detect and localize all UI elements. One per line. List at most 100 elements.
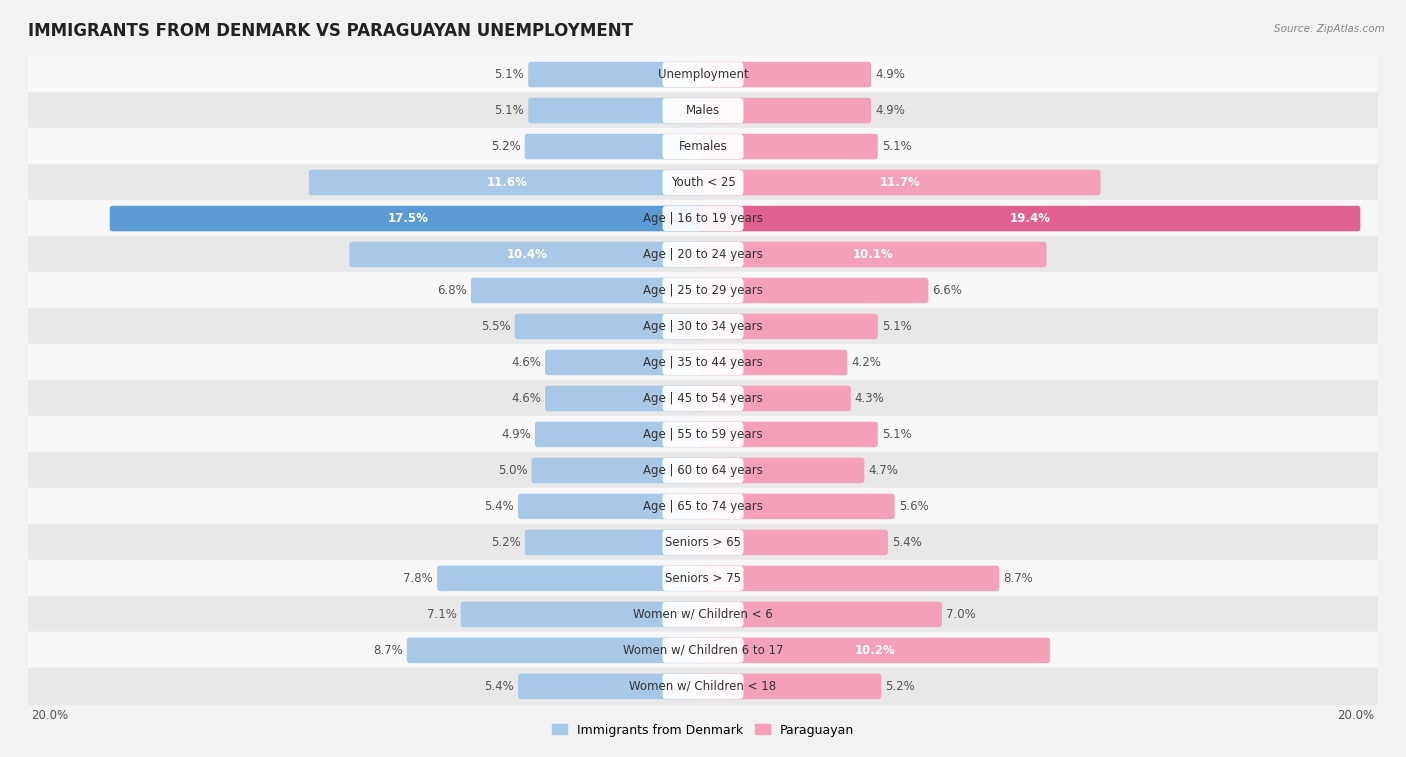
FancyBboxPatch shape	[529, 62, 706, 87]
Text: 5.6%: 5.6%	[898, 500, 928, 513]
FancyBboxPatch shape	[28, 524, 1378, 561]
FancyBboxPatch shape	[28, 596, 1378, 633]
FancyBboxPatch shape	[662, 206, 744, 231]
FancyBboxPatch shape	[534, 422, 706, 447]
FancyBboxPatch shape	[662, 278, 744, 303]
Text: 11.6%: 11.6%	[486, 176, 527, 189]
FancyBboxPatch shape	[546, 386, 706, 411]
FancyBboxPatch shape	[662, 458, 744, 483]
FancyBboxPatch shape	[662, 566, 744, 591]
Text: Age | 16 to 19 years: Age | 16 to 19 years	[643, 212, 763, 225]
FancyBboxPatch shape	[662, 530, 744, 555]
FancyBboxPatch shape	[700, 98, 872, 123]
Text: Age | 65 to 74 years: Age | 65 to 74 years	[643, 500, 763, 513]
Text: 4.3%: 4.3%	[855, 392, 884, 405]
FancyBboxPatch shape	[700, 206, 1361, 232]
Text: 5.0%: 5.0%	[498, 464, 527, 477]
FancyBboxPatch shape	[28, 668, 1378, 705]
FancyBboxPatch shape	[28, 164, 1378, 201]
Text: Women w/ Children < 6: Women w/ Children < 6	[633, 608, 773, 621]
Text: Age | 35 to 44 years: Age | 35 to 44 years	[643, 356, 763, 369]
FancyBboxPatch shape	[524, 530, 706, 555]
FancyBboxPatch shape	[700, 637, 1050, 663]
Text: 4.9%: 4.9%	[501, 428, 531, 441]
FancyBboxPatch shape	[531, 458, 706, 483]
FancyBboxPatch shape	[517, 674, 706, 699]
Text: Seniors > 75: Seniors > 75	[665, 572, 741, 585]
FancyBboxPatch shape	[28, 272, 1378, 309]
Text: 20.0%: 20.0%	[31, 709, 69, 721]
FancyBboxPatch shape	[28, 92, 1378, 129]
FancyBboxPatch shape	[662, 350, 744, 375]
FancyBboxPatch shape	[662, 674, 744, 699]
Text: 4.6%: 4.6%	[512, 356, 541, 369]
Text: 7.0%: 7.0%	[946, 608, 976, 621]
FancyBboxPatch shape	[28, 236, 1378, 273]
FancyBboxPatch shape	[28, 308, 1378, 345]
Text: 5.1%: 5.1%	[882, 428, 911, 441]
FancyBboxPatch shape	[110, 206, 706, 232]
FancyBboxPatch shape	[517, 494, 706, 519]
FancyBboxPatch shape	[700, 565, 1000, 591]
Text: 5.2%: 5.2%	[491, 140, 520, 153]
Text: Women w/ Children 6 to 17: Women w/ Children 6 to 17	[623, 644, 783, 657]
Text: 8.7%: 8.7%	[1004, 572, 1033, 585]
FancyBboxPatch shape	[700, 241, 1046, 267]
FancyBboxPatch shape	[28, 128, 1378, 165]
FancyBboxPatch shape	[662, 62, 744, 87]
FancyBboxPatch shape	[406, 637, 706, 663]
FancyBboxPatch shape	[662, 422, 744, 447]
Text: 4.6%: 4.6%	[512, 392, 541, 405]
Text: Age | 25 to 29 years: Age | 25 to 29 years	[643, 284, 763, 297]
Text: 20.0%: 20.0%	[1337, 709, 1375, 721]
FancyBboxPatch shape	[349, 241, 706, 267]
Text: 5.4%: 5.4%	[891, 536, 922, 549]
Text: 4.2%: 4.2%	[852, 356, 882, 369]
Text: 7.8%: 7.8%	[404, 572, 433, 585]
Text: 19.4%: 19.4%	[1010, 212, 1050, 225]
FancyBboxPatch shape	[700, 458, 865, 483]
Text: IMMIGRANTS FROM DENMARK VS PARAGUAYAN UNEMPLOYMENT: IMMIGRANTS FROM DENMARK VS PARAGUAYAN UN…	[28, 22, 633, 40]
FancyBboxPatch shape	[662, 638, 744, 663]
FancyBboxPatch shape	[28, 56, 1378, 93]
FancyBboxPatch shape	[28, 380, 1378, 417]
FancyBboxPatch shape	[662, 134, 744, 159]
FancyBboxPatch shape	[662, 602, 744, 627]
FancyBboxPatch shape	[524, 134, 706, 159]
Text: Females: Females	[679, 140, 727, 153]
FancyBboxPatch shape	[662, 314, 744, 339]
Text: Youth < 25: Youth < 25	[671, 176, 735, 189]
Text: Age | 30 to 34 years: Age | 30 to 34 years	[643, 320, 763, 333]
FancyBboxPatch shape	[700, 386, 851, 411]
Legend: Immigrants from Denmark, Paraguayan: Immigrants from Denmark, Paraguayan	[547, 718, 859, 742]
FancyBboxPatch shape	[471, 278, 706, 304]
FancyBboxPatch shape	[662, 170, 744, 195]
Text: 4.9%: 4.9%	[875, 104, 905, 117]
FancyBboxPatch shape	[700, 170, 1101, 195]
FancyBboxPatch shape	[662, 98, 744, 123]
Text: 5.1%: 5.1%	[882, 140, 911, 153]
FancyBboxPatch shape	[700, 134, 877, 159]
FancyBboxPatch shape	[28, 631, 1378, 669]
FancyBboxPatch shape	[700, 422, 877, 447]
Text: 17.5%: 17.5%	[387, 212, 429, 225]
FancyBboxPatch shape	[28, 488, 1378, 525]
FancyBboxPatch shape	[662, 386, 744, 411]
FancyBboxPatch shape	[546, 350, 706, 375]
FancyBboxPatch shape	[529, 98, 706, 123]
Text: 10.1%: 10.1%	[853, 248, 894, 261]
Text: 5.1%: 5.1%	[495, 104, 524, 117]
Text: 11.7%: 11.7%	[880, 176, 921, 189]
Text: Age | 55 to 59 years: Age | 55 to 59 years	[643, 428, 763, 441]
FancyBboxPatch shape	[28, 344, 1378, 382]
FancyBboxPatch shape	[700, 350, 848, 375]
FancyBboxPatch shape	[700, 494, 894, 519]
FancyBboxPatch shape	[662, 494, 744, 519]
Text: 5.5%: 5.5%	[481, 320, 510, 333]
FancyBboxPatch shape	[700, 674, 882, 699]
FancyBboxPatch shape	[662, 242, 744, 267]
Text: 5.2%: 5.2%	[491, 536, 520, 549]
Text: 7.1%: 7.1%	[427, 608, 457, 621]
FancyBboxPatch shape	[515, 313, 706, 339]
Text: 5.1%: 5.1%	[882, 320, 911, 333]
